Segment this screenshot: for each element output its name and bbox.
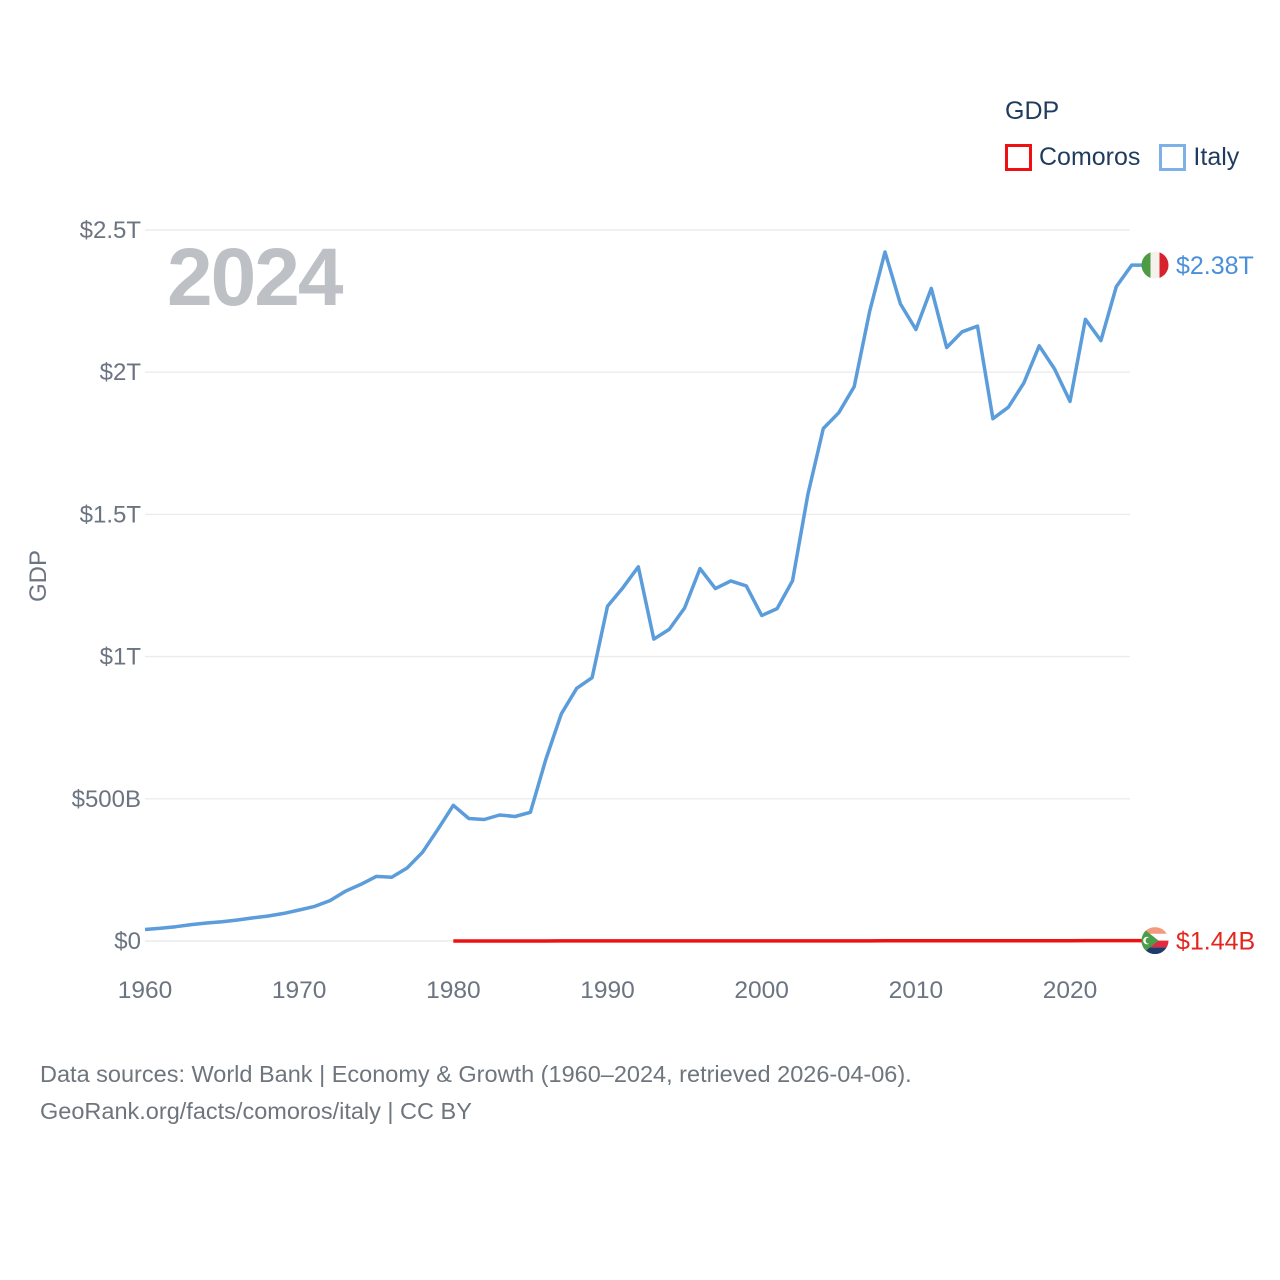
- chart-legend: GDP Comoros Italy: [1005, 97, 1239, 172]
- y-tick-label: $1.5T: [80, 501, 142, 528]
- italy-line[interactable]: [144, 250, 1143, 932]
- y-tick-label: $1T: [100, 644, 142, 671]
- y-tick-label: $500B: [72, 786, 141, 813]
- legend-label-italy: Italy: [1193, 143, 1240, 171]
- y-tick-label: $2T: [100, 359, 142, 386]
- italy-end-label: $2.38T: [1176, 252, 1254, 280]
- x-tick-label: 1980: [426, 977, 481, 1004]
- comoros-end-label: $1.44B: [1176, 928, 1255, 956]
- italy-flag-icon: [1141, 251, 1169, 279]
- legend-label-comoros: Comoros: [1039, 143, 1141, 171]
- comoros-swatch-icon: [1005, 144, 1032, 171]
- y-axis-title: GDP: [25, 550, 52, 602]
- y-tick-label: $2.5T: [80, 217, 142, 244]
- legend-title: GDP: [1005, 97, 1060, 125]
- x-tick-label: 1970: [272, 977, 327, 1004]
- italy-swatch-icon: [1159, 144, 1187, 171]
- legend-items: Comoros Italy: [1005, 143, 1239, 172]
- x-tick-label: 2020: [1043, 977, 1098, 1004]
- year-watermark: 2024: [167, 232, 344, 323]
- x-tick-label: 2010: [889, 977, 944, 1004]
- x-tick-label: 2000: [734, 977, 789, 1004]
- legend-item-italy[interactable]: Italy: [1159, 143, 1239, 172]
- y-tick-label: $0: [114, 928, 141, 955]
- data-sources-line: Data sources: World Bank | Economy & Gro…: [40, 1061, 912, 1087]
- credit-line[interactable]: GeoRank.org/facts/comoros/italy | CC BY: [40, 1098, 472, 1124]
- gdp-line-chart: $0 $500B $1T $1.5T $2T $2.5T 2024 1960 1970 1980 1…: [25, 217, 1255, 1004]
- legend-item-comoros[interactable]: Comoros: [1005, 143, 1140, 172]
- comoros-flag-icon: [1141, 927, 1169, 955]
- attribution: Data sources: World Bank | Economy & Gro…: [40, 1056, 912, 1130]
- x-tick-label: 1960: [118, 977, 173, 1004]
- x-tick-label: 1990: [580, 977, 635, 1004]
